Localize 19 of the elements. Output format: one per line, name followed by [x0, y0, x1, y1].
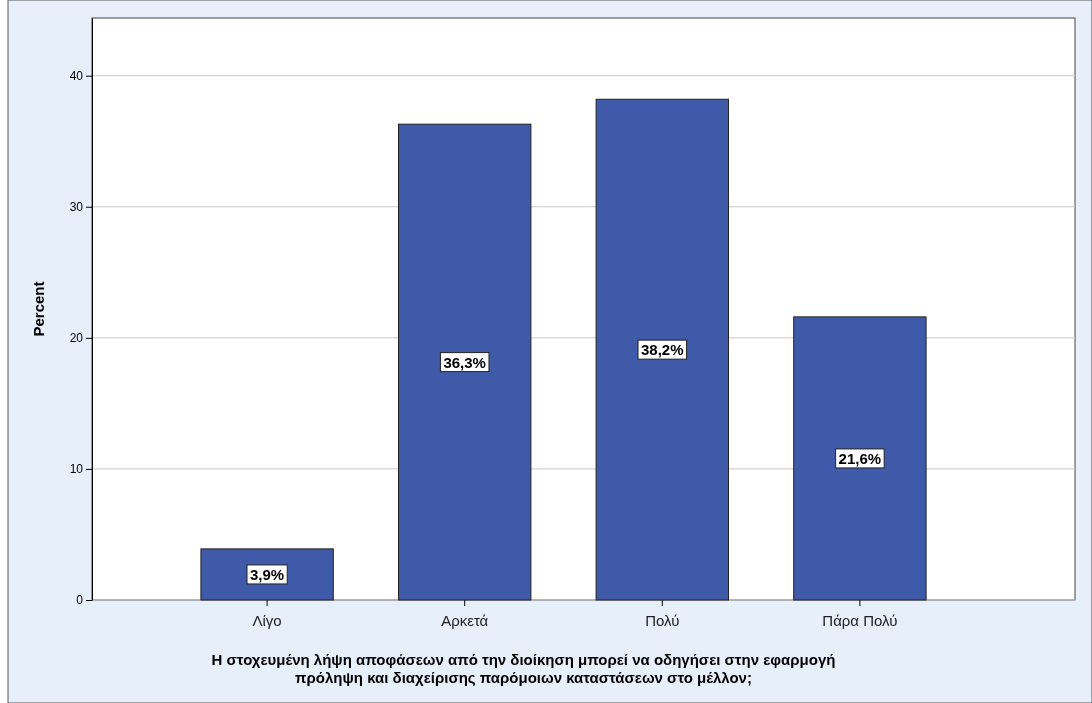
bar: [793, 316, 927, 601]
x-tick-label: Πολύ: [645, 611, 680, 629]
y-tick-label: 0: [76, 593, 84, 608]
y-tick-label: 10: [69, 462, 84, 477]
bar: [595, 98, 729, 601]
y-axis-title: Percent: [30, 281, 47, 337]
data-label: 38,2%: [641, 341, 684, 359]
data-label: 36,3%: [443, 353, 486, 371]
data-label: 21,6%: [838, 449, 882, 467]
x-axis-title: Η στοχευμένη λήψη αποφάσεων από την διοίκηση μπορεί να οδηγήσει στην εφαρμογή πρόληψη και διαχείρισης παρόμοιων καταστάσεων στο μέλλον;: [211, 651, 836, 686]
y-tick-label: 20: [69, 331, 84, 346]
x-tick-label: Αρκετά: [441, 611, 489, 629]
y-tick-label: 40: [69, 69, 84, 84]
data-label: 3,9%: [250, 565, 285, 583]
bar: [200, 548, 334, 601]
x-tick-label: Λίγο: [252, 611, 282, 629]
bar: [398, 123, 532, 601]
x-tick-label: Πάρα Πολύ: [822, 611, 898, 629]
y-tick-label: 30: [69, 200, 84, 215]
